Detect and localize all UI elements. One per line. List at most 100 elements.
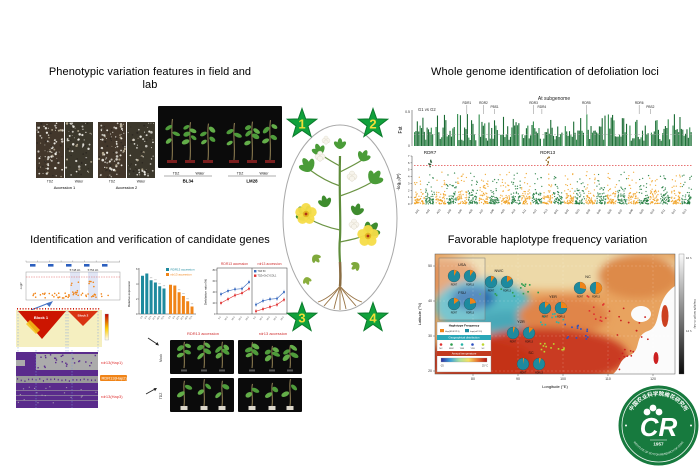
svg-text:6 h: 6 h bbox=[145, 315, 149, 319]
svg-text:D04: D04 bbox=[585, 208, 591, 215]
svg-text:SC: SC bbox=[481, 348, 484, 350]
svg-text:***: *** bbox=[154, 280, 157, 282]
svg-text:0: 0 bbox=[408, 202, 410, 206]
svg-text:90: 90 bbox=[516, 377, 520, 381]
svg-text:RDR1: RDR1 bbox=[462, 101, 471, 105]
svg-text:6 h: 6 h bbox=[173, 315, 177, 319]
svg-text:NWC: NWC bbox=[449, 348, 455, 350]
svg-text:4: 4 bbox=[408, 175, 410, 179]
svg-text:Water: Water bbox=[75, 180, 84, 184]
svg-text:***: *** bbox=[158, 284, 161, 286]
svg-text:RDR13: RDR13 bbox=[557, 316, 566, 319]
svg-text:Water: Water bbox=[137, 180, 146, 184]
svg-text:Latitude (°N): Latitude (°N) bbox=[417, 302, 422, 325]
svg-text:YZR: YZR bbox=[470, 348, 475, 350]
svg-text:25 d: 25 d bbox=[281, 316, 286, 321]
svg-text:1: 1 bbox=[298, 117, 305, 132]
star-badge-2: 2 bbox=[356, 107, 390, 146]
svg-text:RDR7: RDR7 bbox=[424, 150, 437, 155]
svg-text:80: 80 bbox=[471, 377, 475, 381]
svg-text:6: 6 bbox=[408, 161, 410, 165]
svg-text:***: *** bbox=[150, 278, 153, 280]
svg-text:4: 4 bbox=[369, 311, 377, 326]
svg-text:12 h: 12 h bbox=[148, 315, 153, 320]
svg-text:RDR7: RDR7 bbox=[451, 284, 458, 287]
svg-text:10 d: 10 d bbox=[260, 316, 265, 321]
svg-text:***: *** bbox=[186, 299, 189, 301]
svg-text:Block 1: Block 1 bbox=[34, 315, 49, 320]
svg-text:0 h: 0 h bbox=[168, 315, 172, 319]
svg-text:Accession 1: Accession 1 bbox=[54, 185, 76, 190]
svg-text:48 h: 48 h bbox=[185, 315, 190, 320]
svg-text:5 d: 5 d bbox=[218, 316, 222, 320]
svg-text:TDZ: TDZ bbox=[173, 172, 180, 176]
svg-text:RDR7: RDR7 bbox=[542, 316, 549, 319]
svg-text:120: 120 bbox=[650, 377, 656, 381]
svg-text:TDZ: TDZ bbox=[109, 180, 115, 184]
svg-text:RDR13 accession: RDR13 accession bbox=[221, 262, 248, 266]
svg-text:Mock: Mock bbox=[159, 354, 163, 362]
svg-text:TDZ+GhCYCOL1: TDZ+GhCYCOL1 bbox=[258, 275, 277, 278]
svg-text:15 d: 15 d bbox=[267, 316, 272, 321]
svg-text:Fst: Fst bbox=[398, 126, 404, 134]
svg-text:Hap(RDR7/13): Hap(RDR7/13) bbox=[445, 331, 460, 333]
cotton-plant-illustration bbox=[282, 124, 398, 312]
svg-text:D13: D13 bbox=[681, 208, 687, 215]
svg-text:D02: D02 bbox=[564, 208, 570, 215]
svg-text:RDR4: RDR4 bbox=[538, 105, 547, 109]
svg-text:RDR7: RDR7 bbox=[488, 290, 495, 293]
svg-text:FSU: FSU bbox=[458, 291, 466, 295]
svg-text:48 h: 48 h bbox=[157, 315, 162, 320]
locus-association-plot: 5748 kb 5754 kb -logP bbox=[19, 260, 121, 301]
svg-text:D09: D09 bbox=[638, 208, 644, 215]
svg-text:Annual temperature: Annual temperature bbox=[452, 352, 477, 356]
svg-text:RDR3: RDR3 bbox=[529, 101, 538, 105]
svg-text:Geographical distribution: Geographical distribution bbox=[449, 336, 480, 340]
svg-text:RDR13 accession: RDR13 accession bbox=[171, 268, 195, 272]
svg-text:4: 4 bbox=[136, 282, 138, 286]
svg-text:CR: CR bbox=[640, 412, 678, 442]
svg-text:TDZ 50: TDZ 50 bbox=[258, 270, 267, 273]
svg-text:A09: A09 bbox=[500, 208, 506, 215]
svg-text:D11: D11 bbox=[660, 208, 666, 215]
manhattan-plot: 0 1 2 3 4 5 6 7 -log₁₀(P) A01 A02 A03 A04 A05 A06 A07 A0… bbox=[396, 150, 693, 215]
svg-text:D10: D10 bbox=[649, 208, 655, 215]
svg-text:G1 vs G2: G1 vs G2 bbox=[418, 107, 436, 112]
svg-text:RDR13: RDR13 bbox=[592, 296, 601, 299]
svg-text:RDR13: RDR13 bbox=[503, 290, 512, 293]
svg-text:A02: A02 bbox=[425, 208, 431, 215]
svg-text:RDR13 accession: RDR13 accession bbox=[187, 331, 219, 336]
star-badge-4: 4 bbox=[356, 301, 390, 340]
svg-text:rdr13 accession: rdr13 accession bbox=[171, 273, 193, 277]
arrow-icon bbox=[145, 388, 157, 395]
svg-text:25 °C: 25 °C bbox=[482, 365, 488, 368]
svg-text:D12: D12 bbox=[671, 208, 677, 215]
svg-text:D07: D07 bbox=[617, 208, 623, 215]
svg-text:0: 0 bbox=[408, 144, 410, 148]
svg-text:Block 2: Block 2 bbox=[78, 314, 89, 318]
svg-text:5754 kb: 5754 kb bbox=[88, 268, 99, 272]
svg-text:14 h: 14 h bbox=[686, 329, 692, 333]
svg-text:1957: 1957 bbox=[653, 442, 664, 447]
panel3-title: Identification and verification of candi… bbox=[30, 234, 270, 246]
svg-text:D03: D03 bbox=[574, 208, 580, 215]
svg-text:80: 80 bbox=[213, 268, 216, 272]
svg-text:A01: A01 bbox=[414, 208, 420, 215]
svg-text:A05: A05 bbox=[457, 208, 463, 215]
svg-text:NC: NC bbox=[439, 348, 443, 350]
svg-text:5748 kb: 5748 kb bbox=[70, 268, 81, 272]
svg-text:A06: A06 bbox=[467, 208, 473, 215]
svg-text:3: 3 bbox=[298, 311, 305, 326]
svg-text:30: 30 bbox=[428, 334, 432, 338]
ld-heatmap: Block 1 Block 2 bbox=[16, 308, 109, 352]
svg-text:72 h: 72 h bbox=[189, 315, 194, 320]
svg-text:RDR13(Hap2): RDR13(Hap2) bbox=[102, 376, 128, 381]
svg-text:NC: NC bbox=[585, 275, 591, 279]
svg-text:NWC: NWC bbox=[494, 269, 503, 273]
svg-text:Daylight length in July: Daylight length in July bbox=[693, 299, 697, 329]
svg-text:50: 50 bbox=[428, 264, 432, 268]
svg-text:72 h: 72 h bbox=[161, 315, 166, 320]
